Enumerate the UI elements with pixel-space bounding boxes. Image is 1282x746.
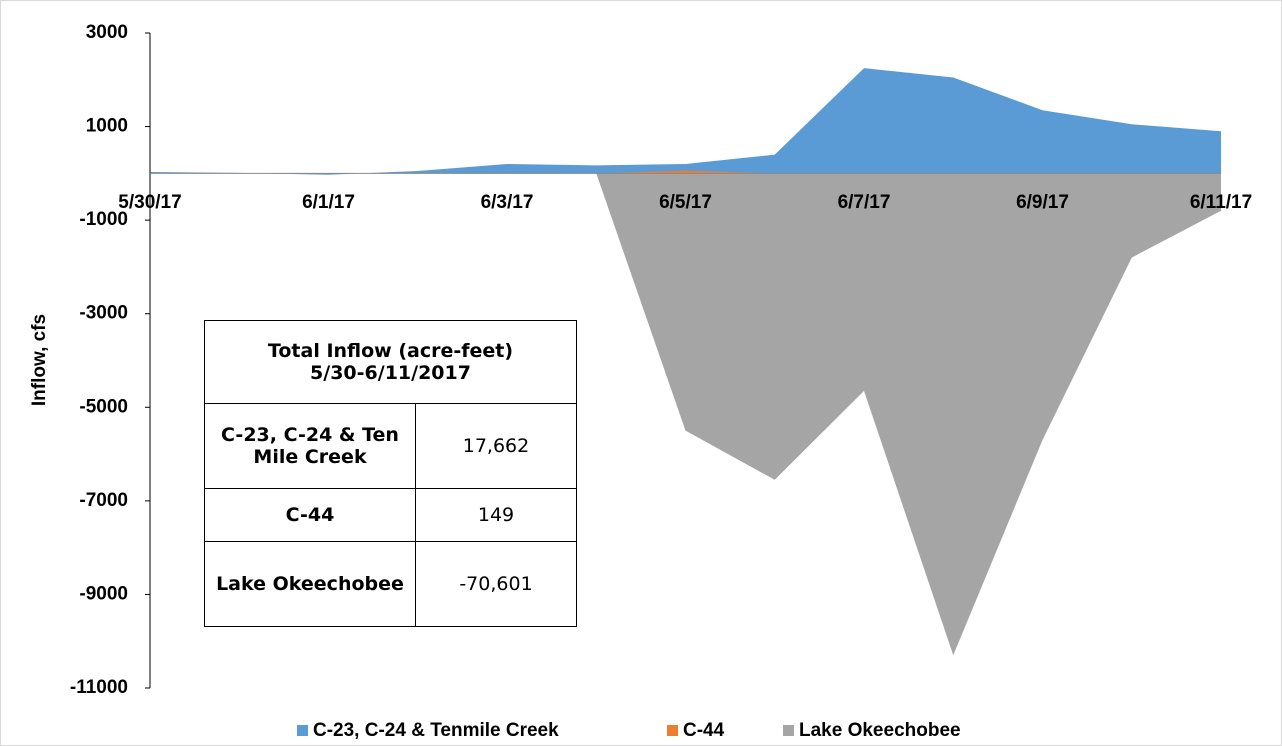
y-tick-label: -11000 (70, 677, 128, 698)
summary-table: Total Inflow (acre-feet) 5/30-6/11/2017 C… (204, 320, 577, 627)
y-tick-label: -3000 (79, 303, 128, 324)
y-tick-label: -1000 (79, 209, 128, 230)
table-title-line: Total Inflow (acre-feet) (267, 340, 514, 362)
y-tick-label: 1000 (86, 116, 128, 137)
table-title: Total Inflow (acre-feet) 5/30-6/11/2017 (204, 320, 577, 404)
y-tick-label: -7000 (79, 490, 128, 511)
area (150, 170, 1221, 174)
x-tick-label: 6/3/17 (481, 192, 534, 213)
y-axis-label: Inflow, cfs (29, 314, 50, 406)
row-label: Lake Okeechobee (204, 541, 416, 627)
x-tick-label: 6/1/17 (302, 192, 355, 213)
legend-label: Lake Okeechobee (799, 720, 961, 741)
y-tick-label: 3000 (86, 22, 128, 43)
row-value: 17,662 (415, 403, 577, 489)
legend-swatch (297, 725, 308, 736)
legend-swatch (783, 725, 794, 736)
table-title-line: 5/30-6/11/2017 (310, 362, 471, 384)
y-tick-label: -5000 (79, 396, 128, 417)
x-tick-label: 6/9/17 (1016, 192, 1069, 213)
row-label: C-44 (204, 488, 416, 542)
x-tick-label: 6/11/17 (1190, 192, 1252, 213)
legend-label: C-23, C-24 & Tenmile Creek (313, 720, 559, 741)
area (150, 68, 1221, 175)
area (150, 173, 1221, 656)
row-value: 149 (415, 488, 577, 542)
y-tick-label: -9000 (79, 583, 128, 604)
row-value: -70,601 (415, 541, 577, 627)
x-tick-label: 5/30/17 (118, 192, 181, 213)
x-tick-label: 6/5/17 (659, 192, 712, 213)
x-tick-label: 6/7/17 (838, 192, 891, 213)
legend-swatch (667, 725, 678, 736)
row-label: C-23, C-24 & Ten Mile Creek (204, 403, 416, 489)
legend-label: C-44 (683, 720, 725, 741)
